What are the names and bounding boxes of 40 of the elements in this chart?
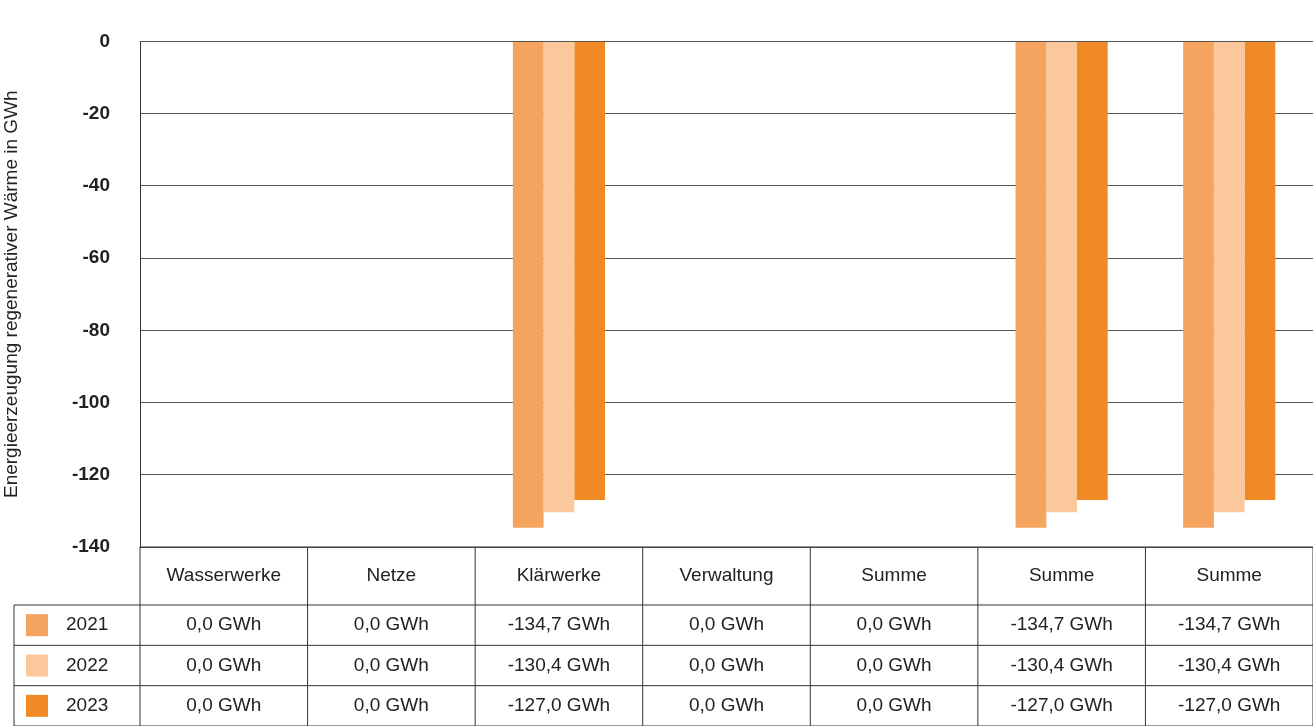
data-label: -127,0 GWh	[1178, 694, 1281, 716]
data-label: -134,7 GWh	[1178, 613, 1281, 635]
y-axis-title: Energieerzeugung regenerativer Wärme in GWh	[0, 90, 21, 499]
data-label: -127,0 GWh	[1010, 694, 1113, 716]
data-label: -127,0 GWh	[507, 694, 611, 716]
data-label: 0,0 GWh	[856, 653, 932, 675]
x-tick-label: Klärwerke	[516, 564, 602, 586]
data-label: 0,0 GWh	[689, 694, 764, 716]
data-label: 0,0 GWh	[689, 613, 764, 635]
x-tick-label: Netze	[366, 564, 417, 586]
data-label: 0,0 GWh	[353, 694, 429, 716]
legend-label: 2021	[66, 613, 109, 635]
y-tick-label: -80	[82, 318, 110, 340]
x-tick-label: Summe	[1196, 564, 1262, 586]
x-tick-label: Wasserwerke	[166, 564, 281, 586]
data-label: 0,0 GWh	[353, 613, 429, 635]
y-tick-label: -100	[71, 390, 110, 412]
data-label: 0,0 GWh	[186, 653, 262, 675]
legend-label: 2022	[66, 653, 109, 675]
data-label: 0,0 GWh	[186, 613, 262, 635]
y-tick-label: 0	[99, 29, 110, 51]
data-label: 0,0 GWh	[856, 694, 932, 716]
data-label: 0,0 GWh	[186, 694, 262, 716]
data-label: 0,0 GWh	[856, 613, 932, 635]
data-label: -130,4 GWh	[507, 653, 611, 675]
x-tick-label: Verwaltung	[679, 564, 774, 586]
y-tick-label: -120	[71, 463, 110, 485]
data-label: -130,4 GWh	[1010, 653, 1113, 675]
data-label: 0,0 GWh	[689, 653, 764, 675]
data-label: -130,4 GWh	[1178, 653, 1281, 675]
y-tick-label: -140	[71, 535, 110, 557]
legend-label: 2023	[66, 694, 109, 716]
data-label: -134,7 GWh	[1010, 613, 1113, 635]
data-label: -134,7 GWh	[507, 613, 611, 635]
y-tick-label: -20	[82, 101, 110, 123]
y-tick-label: -60	[82, 246, 110, 268]
y-tick-label: -40	[82, 174, 110, 196]
data-label: 0,0 GWh	[353, 653, 429, 675]
x-tick-label: Summe	[861, 564, 927, 586]
x-tick-label: Summe	[1028, 564, 1095, 586]
